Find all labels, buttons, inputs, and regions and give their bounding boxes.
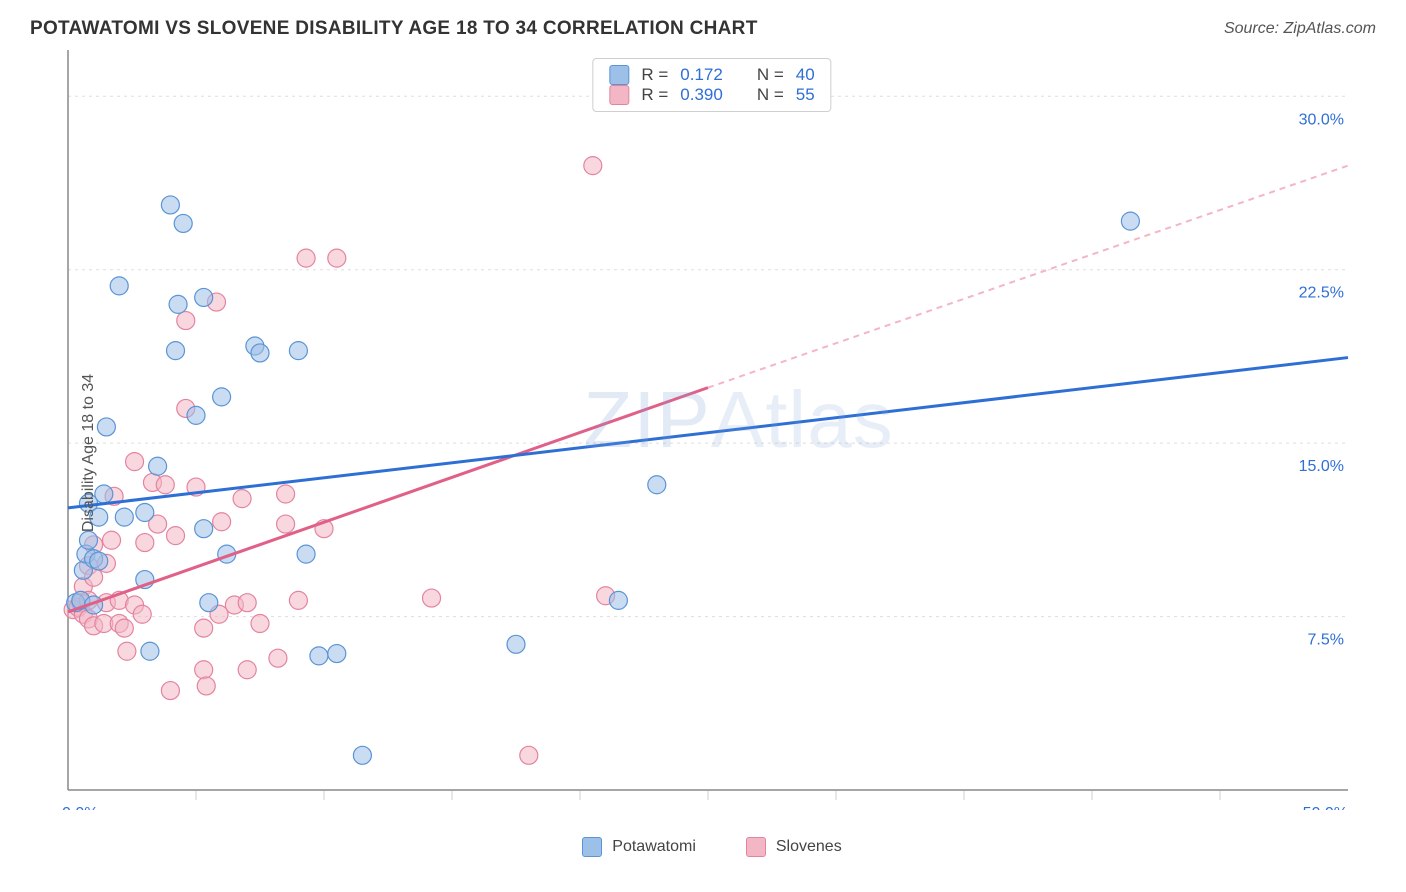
svg-text:50.0%: 50.0% [1303,805,1348,810]
legend-swatch-potawatomi [582,837,602,857]
y-axis-label: Disability Age 18 to 34 [80,373,98,531]
svg-text:22.5%: 22.5% [1299,285,1344,302]
legend-swatch-slovenes [746,837,766,857]
scatter-chart: 7.5% 15.0% 22.5% 30.0% 0.0% 50.0% [48,50,1368,810]
legend-label-slovenes: Slovenes [776,838,842,856]
n-value-slovenes: 55 [796,85,815,105]
correlation-legend: R = 0.172 N = 40 R = 0.390 N = 55 [592,58,831,112]
svg-text:0.0%: 0.0% [62,805,98,810]
svg-text:7.5%: 7.5% [1308,632,1344,649]
n-label: N = [757,65,784,85]
svg-text:15.0%: 15.0% [1299,458,1344,475]
series-legend: Potawatomi Slovenes [48,837,1376,857]
chart-title: POTAWATOMI VS SLOVENE DISABILITY AGE 18 … [30,18,758,40]
legend-label-potawatomi: Potawatomi [612,838,696,856]
chart-container: Disability Age 18 to 34 7.5% 15.0% 22.5% 30… [48,50,1376,855]
r-label: R = [641,65,668,85]
r-value-slovenes: 0.390 [680,85,723,105]
legend-swatch-potawatomi [609,65,629,85]
svg-text:30.0%: 30.0% [1299,111,1344,128]
n-value-potawatomi: 40 [796,65,815,85]
r-label: R = [641,85,668,105]
r-value-potawatomi: 0.172 [680,65,723,85]
legend-swatch-slovenes [609,85,629,105]
source-label: Source: ZipAtlas.com [1224,20,1376,38]
n-label: N = [757,85,784,105]
